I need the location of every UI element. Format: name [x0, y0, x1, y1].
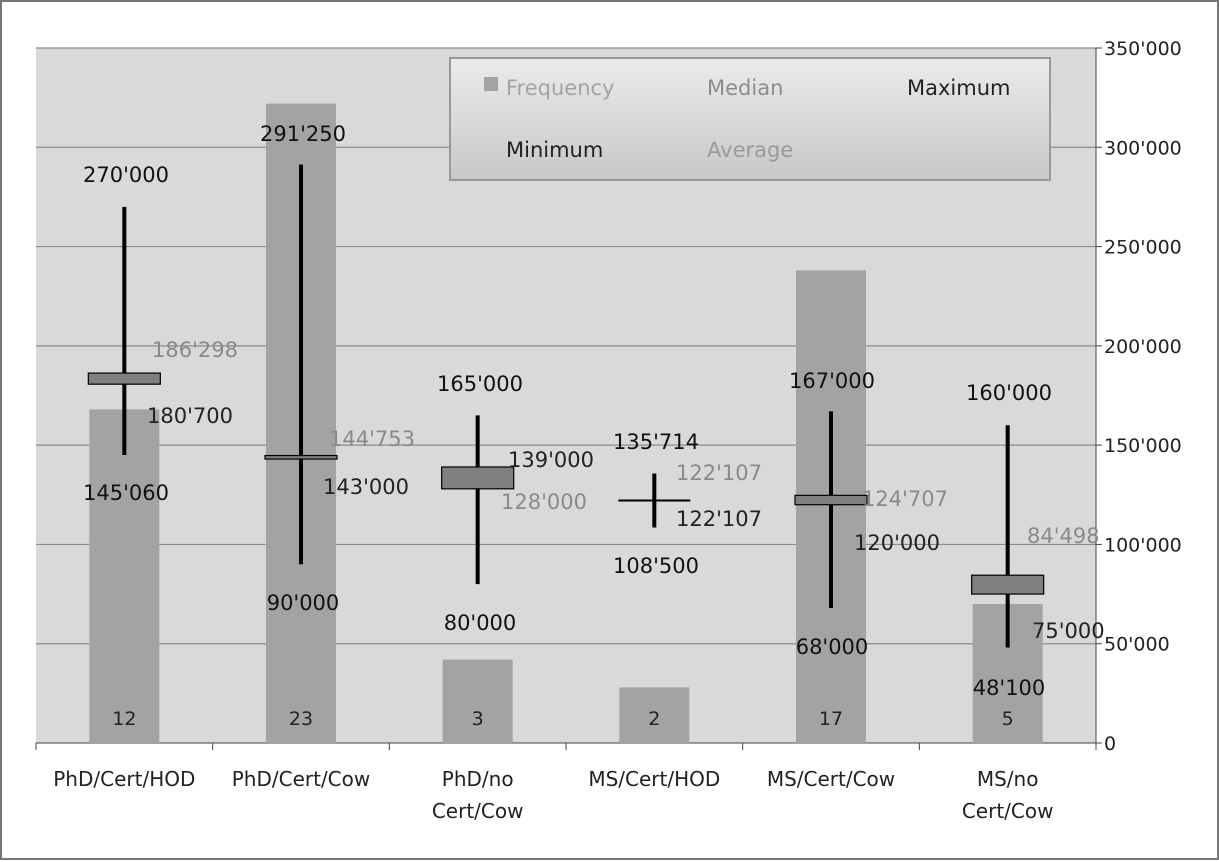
- y-tick-label: 100'000: [1104, 534, 1182, 556]
- frequency-label: 17: [819, 708, 843, 730]
- median-label: 186'298: [152, 338, 238, 362]
- median-label: 122'107: [676, 507, 762, 531]
- maximum-label: 165'000: [437, 372, 523, 396]
- average-label: 122'107: [676, 461, 762, 485]
- minimum-label: 90'000: [267, 591, 340, 615]
- frequency-label: 12: [112, 708, 136, 730]
- median-average-box: [441, 466, 515, 490]
- y-tick-label: 350'000: [1104, 38, 1182, 60]
- average-label: 180'700: [147, 404, 233, 428]
- minimum-label: 48'100: [973, 676, 1046, 700]
- minimum-label: 145'060: [83, 481, 169, 505]
- maximum-label: 135'714: [613, 430, 699, 454]
- y-tick-label: 0: [1104, 733, 1116, 755]
- y-tick-label: 50'000: [1104, 634, 1170, 656]
- average-label: 120'000: [854, 531, 940, 555]
- frequency-label: 3: [472, 708, 484, 730]
- maximum-label: 167'000: [789, 369, 875, 393]
- frequency-bar: [89, 409, 160, 743]
- median-label: 84'498: [1027, 524, 1100, 548]
- legend-swatch: [484, 77, 498, 91]
- minimum-label: 108'500: [613, 554, 699, 578]
- y-tick-label: 300'000: [1104, 137, 1182, 159]
- category-label: PhD/no: [442, 767, 514, 791]
- y-tick-label: 250'000: [1104, 237, 1182, 259]
- maximum-label: 160'000: [966, 381, 1052, 405]
- frequency-label: 5: [1002, 708, 1014, 730]
- median-average-box: [264, 454, 338, 460]
- category-label: MS/Cert/HOD: [588, 767, 720, 791]
- average-label: 143'000: [323, 475, 409, 499]
- category-label: Cert/Cow: [962, 799, 1054, 823]
- legend-item: Median: [707, 76, 783, 100]
- category-label: MS/no: [977, 767, 1039, 791]
- category-label: Cert/Cow: [432, 799, 524, 823]
- legend-item: Maximum: [907, 76, 1010, 100]
- median-average-box: [971, 574, 1045, 595]
- category-label: MS/Cert/Cow: [767, 767, 895, 791]
- maximum-label: 291'250: [260, 122, 346, 146]
- median-label: 128'000: [501, 490, 587, 514]
- frequency-label: 23: [289, 708, 313, 730]
- category-label: PhD/Cert/HOD: [53, 767, 195, 791]
- average-label: 139'000: [508, 448, 594, 472]
- median-average-box: [87, 372, 161, 385]
- frequency-bar: [619, 687, 690, 743]
- average-label: 75'000: [1032, 619, 1105, 643]
- legend-item: Average: [707, 138, 793, 162]
- maximum-label: 270'000: [83, 163, 169, 187]
- median-label: 144'753: [329, 427, 415, 451]
- category-label: PhD/Cert/Cow: [232, 767, 371, 791]
- minimum-label: 68'000: [796, 635, 869, 659]
- y-tick-label: 200'000: [1104, 336, 1182, 358]
- median-label: 124'707: [862, 487, 948, 511]
- legend-box: [449, 57, 1051, 181]
- legend-item: Minimum: [506, 138, 603, 162]
- minimum-label: 80'000: [444, 611, 517, 635]
- frequency-bar: [442, 659, 513, 743]
- y-tick-label: 150'000: [1104, 435, 1182, 457]
- median-average-box: [794, 494, 868, 506]
- frequency-label: 2: [648, 708, 660, 730]
- legend-item: Frequency: [506, 76, 615, 100]
